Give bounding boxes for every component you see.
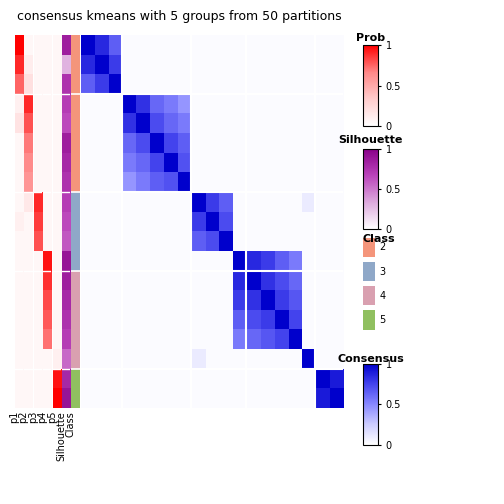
Text: 4: 4: [380, 291, 386, 301]
Text: 3: 3: [380, 267, 386, 277]
Text: Consensus: Consensus: [337, 354, 404, 364]
Text: p1: p1: [9, 411, 19, 423]
Text: Silhouette: Silhouette: [56, 411, 66, 461]
Text: p4: p4: [37, 411, 47, 423]
Text: Class: Class: [66, 411, 76, 436]
Text: 5: 5: [380, 315, 386, 325]
Text: Silhouette: Silhouette: [338, 135, 403, 145]
Text: p3: p3: [28, 411, 38, 423]
Text: p5: p5: [47, 411, 56, 423]
Text: 2: 2: [380, 242, 386, 253]
Text: consensus kmeans with 5 groups from 50 partitions: consensus kmeans with 5 groups from 50 p…: [17, 10, 341, 23]
Text: Prob: Prob: [356, 33, 385, 43]
Text: p2: p2: [19, 411, 29, 423]
Text: Class: Class: [363, 234, 396, 244]
